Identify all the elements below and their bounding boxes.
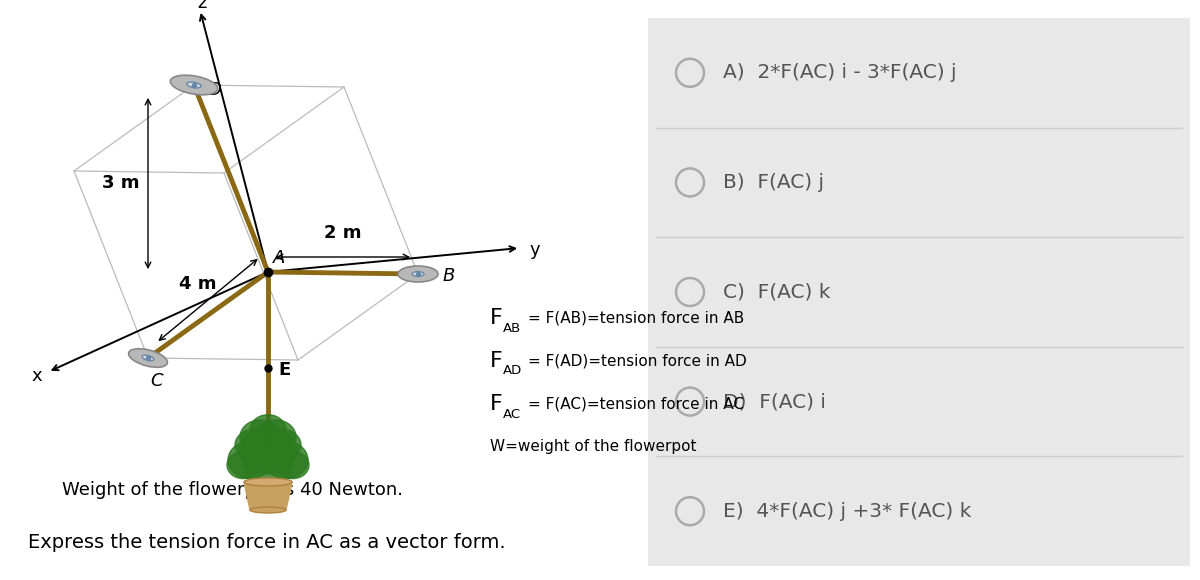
Text: Weight of the flowerpot is 40 Newton.: Weight of the flowerpot is 40 Newton. [62, 481, 403, 499]
Text: A)  2*F(AC) i - 3*F(AC) j: A) 2*F(AC) i - 3*F(AC) j [722, 63, 956, 82]
Polygon shape [235, 430, 271, 461]
Text: A: A [274, 249, 286, 267]
Polygon shape [240, 426, 296, 474]
Text: 2 m: 2 m [324, 224, 361, 242]
Polygon shape [250, 415, 286, 445]
Text: Express the tension force in AC as a vector form.: Express the tension force in AC as a vec… [28, 534, 505, 553]
Text: F: F [490, 351, 503, 371]
Text: AC: AC [503, 408, 521, 420]
Text: AD: AD [503, 364, 522, 378]
Ellipse shape [244, 478, 292, 486]
Text: B: B [443, 267, 455, 285]
Polygon shape [244, 482, 292, 510]
Polygon shape [240, 420, 280, 454]
Text: F: F [490, 308, 503, 328]
Text: C)  F(AC) k: C) F(AC) k [722, 282, 830, 302]
Text: x: x [31, 367, 42, 385]
Polygon shape [244, 442, 293, 484]
Text: = F(AC)=tension force in AC: = F(AC)=tension force in AC [528, 397, 744, 411]
Text: D)  F(AC) i: D) F(AC) i [722, 392, 826, 411]
Text: F: F [490, 394, 503, 414]
Text: W=weight of the flowerpot: W=weight of the flowerpot [490, 440, 696, 455]
Ellipse shape [187, 82, 202, 88]
Polygon shape [265, 430, 301, 461]
FancyBboxPatch shape [648, 18, 1190, 566]
Ellipse shape [250, 507, 286, 513]
Text: z: z [197, 0, 206, 12]
Polygon shape [227, 451, 259, 478]
Ellipse shape [412, 271, 424, 277]
Polygon shape [277, 451, 310, 478]
Text: = F(AD)=tension force in AD: = F(AD)=tension force in AD [528, 353, 746, 368]
Text: C: C [150, 372, 163, 390]
Polygon shape [264, 441, 308, 478]
Ellipse shape [128, 349, 168, 367]
Ellipse shape [170, 75, 217, 95]
Text: D: D [208, 81, 222, 99]
Text: AB: AB [503, 321, 521, 335]
Text: B)  F(AC) j: B) F(AC) j [722, 173, 824, 192]
Text: 3 m: 3 m [102, 175, 140, 193]
Text: E)  4*F(AC) j +3* F(AC) k: E) 4*F(AC) j +3* F(AC) k [722, 502, 971, 521]
Text: y: y [530, 241, 541, 259]
Ellipse shape [142, 355, 154, 361]
Text: E: E [278, 361, 290, 379]
Text: = F(AB)=tension force in AB: = F(AB)=tension force in AB [528, 310, 744, 325]
Polygon shape [256, 420, 296, 454]
Text: 4 m: 4 m [179, 275, 217, 293]
Polygon shape [228, 441, 272, 478]
Ellipse shape [398, 266, 438, 282]
